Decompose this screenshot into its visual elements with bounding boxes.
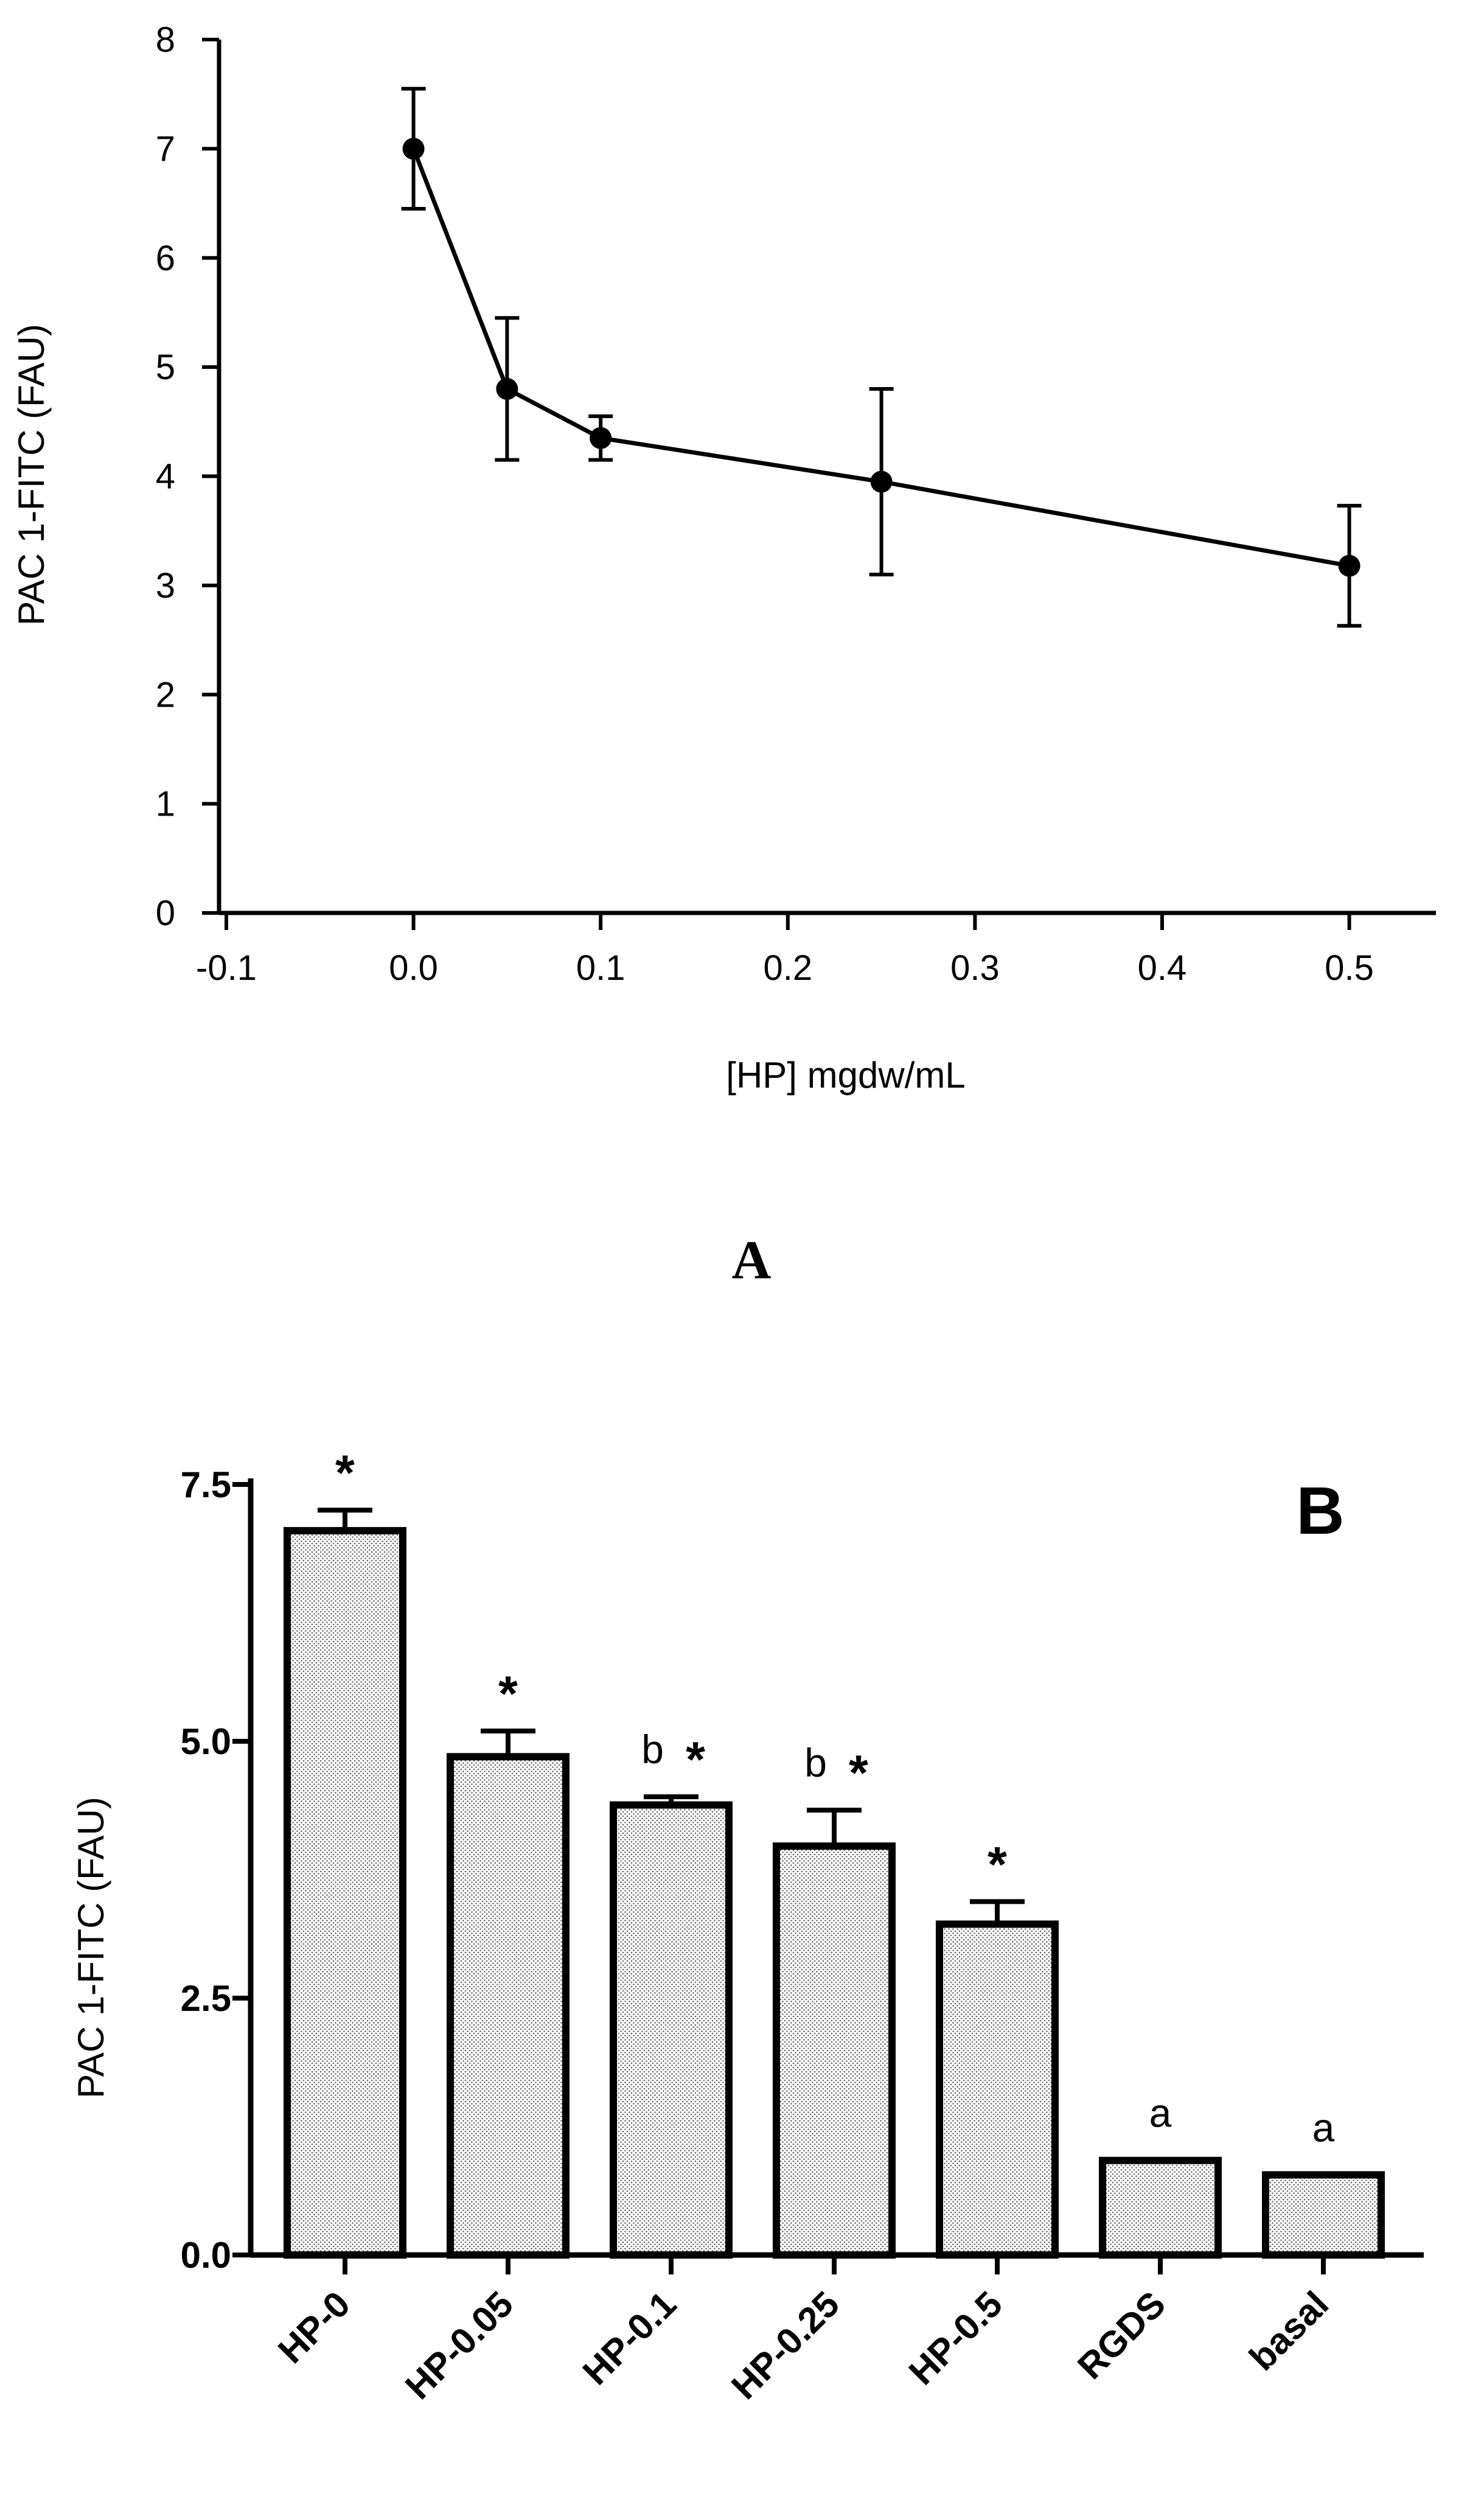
chart-b-significance-star: * — [498, 1666, 518, 1722]
chart-a-y-tick-label: 0 — [156, 893, 175, 933]
chart-b-significance-star: * — [849, 1746, 868, 1801]
chart-b-significance-star: * — [686, 1732, 705, 1788]
chart-a-data-point — [590, 427, 612, 449]
chart-a-x-tick-label: -0.1 — [196, 948, 257, 988]
chart-b-significance-star: * — [335, 1446, 355, 1501]
chart-a-x-tick-label: 0.0 — [389, 948, 438, 988]
chart-b-y-tick-label: 2.5 — [181, 1978, 231, 2019]
chart-a-x-tick-label: 0.3 — [950, 948, 1000, 988]
chart-b-bar — [773, 1842, 896, 2259]
chart-a-y-axis-title: PAC 1-FITC (FAU) — [11, 324, 52, 626]
chart-a-y-tick-label: 6 — [156, 239, 175, 278]
chart-a-axes: 0 1 2 3 4 5 6 7 8 -0.1 0.0 0.1 0.2 0.3 0.4 0.5 — [156, 20, 1436, 988]
chart-a-y-tick-label: 2 — [156, 675, 175, 715]
chart-a-x-tick-label: 0.5 — [1325, 948, 1374, 988]
chart-a-y-tick-label: 1 — [156, 785, 175, 824]
chart-b-significance-star: * — [988, 1837, 1007, 1892]
chart-a-x-tick-label: 0.2 — [763, 948, 812, 988]
chart-b-bar — [284, 1526, 406, 2259]
chart-a-y-tick-label: 3 — [156, 566, 175, 606]
chart-b-y-tick-label: 5.0 — [181, 1721, 231, 1762]
chart-a-y-tick-label: 5 — [156, 348, 175, 387]
chart-b-bar — [1099, 2156, 1222, 2259]
chart-b-y-tick-label: 7.5 — [181, 1464, 231, 1505]
chart-b-annotation-letter: b — [804, 1740, 827, 1785]
chart-b-marks: * * b * b * * a a — [284, 1446, 1385, 2259]
chart-a-y-tick-label: 7 — [156, 129, 175, 169]
chart-a-data-point — [402, 138, 425, 160]
chart-a-panel-label: A — [732, 1230, 772, 1290]
chart-a-x-tick-label: 0.1 — [576, 948, 625, 988]
chart-a-x-axis-title: [HP] mgdw/mL — [726, 1055, 965, 1096]
chart-a-data-point — [496, 378, 518, 400]
chart-b-annotation-letter: a — [1149, 2091, 1172, 2136]
chart-a-x-tick-label: 0.4 — [1138, 948, 1187, 988]
chart-panel-a: 0 1 2 3 4 5 6 7 8 -0.1 0.0 0.1 0.2 0.3 0.4 0.5 PAC 1-FI… — [11, 20, 1436, 1290]
chart-b-annotation-letter: b — [641, 1727, 664, 1772]
chart-a-y-tick-label: 4 — [156, 457, 175, 497]
chart-b-panel-label: B — [1296, 1473, 1344, 1548]
chart-a-y-tick-label: 8 — [156, 20, 175, 60]
chart-b-annotation-letter: a — [1312, 2105, 1335, 2150]
chart-b-bar — [610, 1801, 733, 2259]
chart-b-y-axis-title: PAC 1-FITC (FAU) — [71, 1797, 111, 2099]
chart-b-bar — [936, 1920, 1059, 2259]
chart-b-y-tick-label: 0.0 — [181, 2235, 231, 2276]
chart-b-bar — [447, 1753, 570, 2259]
chart-a-data-point — [870, 470, 893, 493]
chart-a-data-point — [1338, 554, 1360, 577]
chart-a-marks — [401, 86, 1362, 628]
chart-b-bar — [1262, 2171, 1385, 2259]
